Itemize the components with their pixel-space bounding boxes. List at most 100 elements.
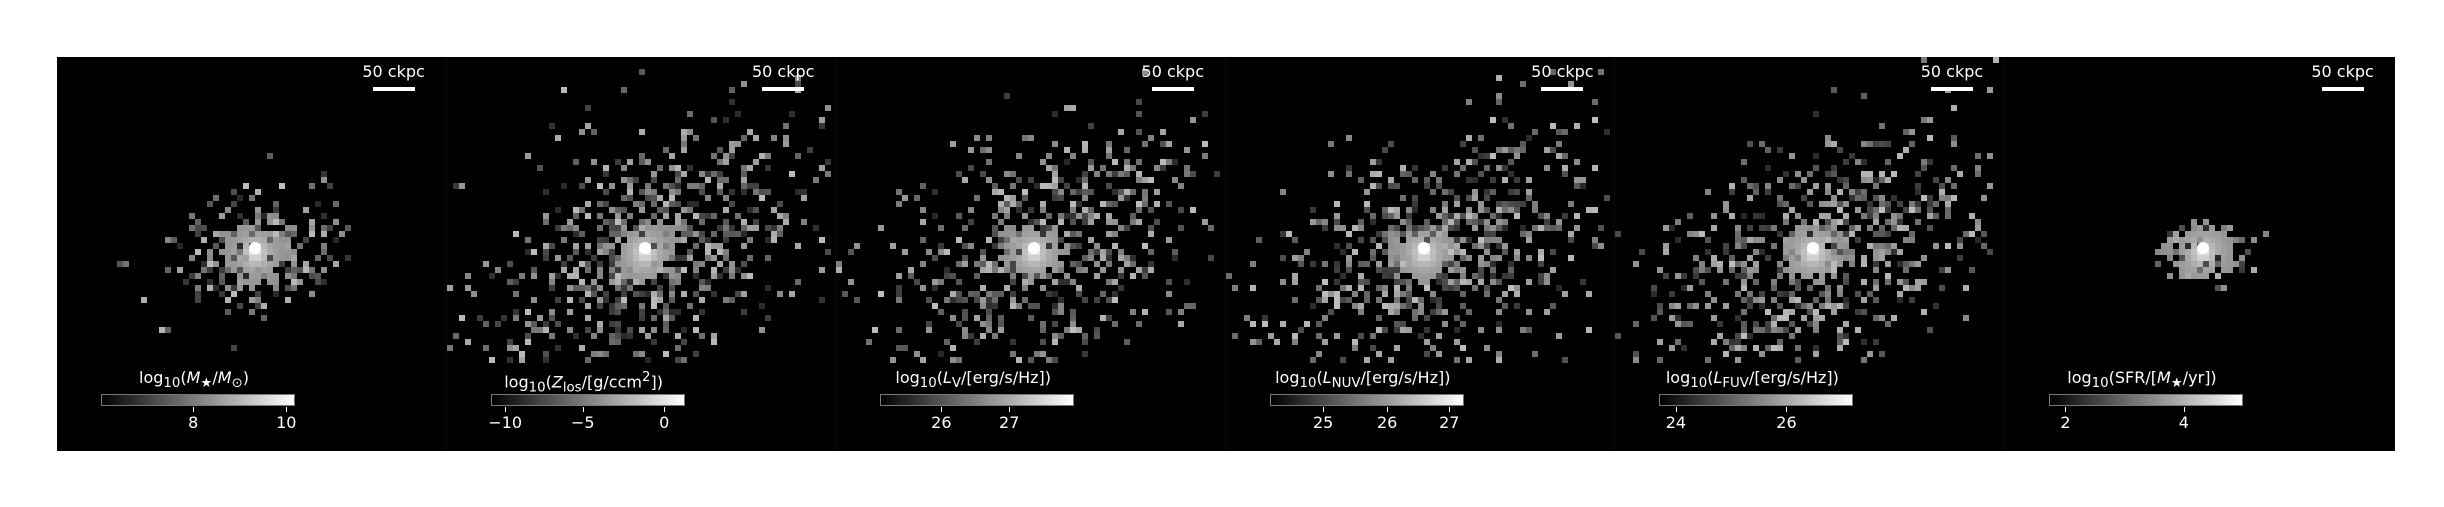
pixel (1807, 285, 1814, 291)
pixel (1771, 327, 1778, 333)
pixel (1034, 231, 1041, 237)
pixel (279, 183, 285, 189)
pixel (1345, 297, 1352, 303)
pixel (590, 159, 597, 165)
pixel (998, 201, 1005, 207)
pixel (243, 237, 249, 243)
pixel (596, 321, 603, 327)
pixel (1807, 189, 1814, 195)
pixel (1519, 147, 1526, 153)
pixel (476, 315, 483, 321)
pixel (668, 237, 675, 243)
pixel (1861, 177, 1868, 183)
pixel (1495, 243, 1502, 249)
pixel (1381, 231, 1388, 237)
pixel (1813, 267, 1820, 273)
pixel (255, 267, 261, 273)
pixel (1807, 225, 1814, 231)
pixel (614, 297, 621, 303)
pixel (1399, 219, 1406, 225)
pixel (572, 231, 579, 237)
pixel (776, 213, 783, 219)
pixel (1513, 255, 1520, 261)
pixel (1136, 219, 1143, 225)
pixel (267, 267, 273, 273)
pixel (2166, 243, 2173, 249)
pixel (1375, 183, 1382, 189)
pixel (1813, 165, 1820, 171)
pixel (1417, 237, 1424, 243)
pixel (572, 285, 579, 291)
pixel (1357, 333, 1364, 339)
pixel (668, 225, 675, 231)
pixel (327, 183, 333, 189)
pixel (1010, 273, 1017, 279)
pixel (1423, 273, 1430, 279)
pixel (734, 291, 741, 297)
pixel (740, 273, 747, 279)
pixel (620, 87, 627, 93)
pixel (1052, 231, 1059, 237)
pixel (1333, 261, 1340, 267)
pixel (722, 297, 729, 303)
pixel (710, 153, 717, 159)
pixel (698, 297, 705, 303)
pixel (243, 243, 249, 249)
pixel (698, 309, 705, 315)
pixel (704, 195, 711, 201)
pixel (1333, 201, 1340, 207)
pixel (1459, 267, 1466, 273)
pixel (1375, 243, 1382, 249)
pixel (758, 189, 765, 195)
pixel (632, 243, 639, 249)
pixel (195, 225, 201, 231)
pixel (1351, 303, 1358, 309)
pixel (1375, 351, 1382, 357)
colorbar-title: log10(SFR/[M★/yr]) (2067, 368, 2217, 392)
pixel (1861, 195, 1868, 201)
pixel (321, 243, 327, 249)
pixel (1525, 135, 1532, 141)
pixel (1507, 201, 1514, 207)
pixel (2190, 267, 2197, 273)
pixel (824, 105, 831, 111)
pixel (1825, 255, 1832, 261)
pixel (1705, 189, 1712, 195)
pixel (321, 177, 327, 183)
pixel (1783, 249, 1790, 255)
pixel (1525, 195, 1532, 201)
pixel (1495, 147, 1502, 153)
pixel (1987, 153, 1994, 159)
pixel (920, 237, 927, 243)
pixel (1507, 159, 1514, 165)
pixel (962, 333, 969, 339)
pixel (656, 291, 663, 297)
pixel (1831, 225, 1838, 231)
pixel (584, 123, 591, 129)
pixel (1393, 303, 1400, 309)
pixel (1789, 273, 1796, 279)
pixel (249, 285, 255, 291)
pixel (1172, 159, 1179, 165)
pixel (1417, 273, 1424, 279)
pixel (986, 291, 993, 297)
pixel (740, 171, 747, 177)
pixel (782, 141, 789, 147)
pixel (1981, 231, 1988, 237)
pixel (1345, 285, 1352, 291)
pixel (680, 237, 687, 243)
pixel (926, 297, 933, 303)
pixel (704, 171, 711, 177)
pixel (1495, 75, 1502, 81)
pixel (243, 273, 249, 279)
pixel (938, 351, 945, 357)
pixel (632, 279, 639, 285)
pixel (614, 231, 621, 237)
pixel (2262, 231, 2269, 237)
galaxy-core (249, 242, 261, 254)
pixel (1387, 237, 1394, 243)
pixel (1765, 327, 1772, 333)
pixel (1897, 279, 1904, 285)
pixel (1831, 261, 1838, 267)
pixel (596, 249, 603, 255)
